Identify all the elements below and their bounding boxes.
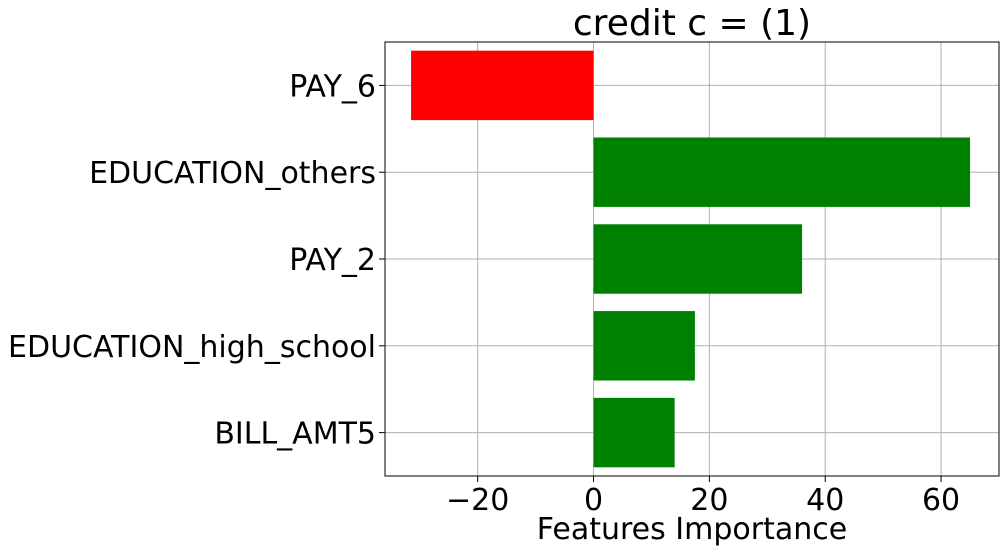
x-axis-label: Features Importance <box>537 512 847 547</box>
y-tick-label: EDUCATION_high_school <box>8 330 376 365</box>
bar-education-others <box>593 137 971 207</box>
bar-pay-6 <box>411 50 594 121</box>
y-tick-label: PAY_2 <box>289 243 376 278</box>
x-tick-label: 60 <box>922 483 960 518</box>
x-tick-label: 20 <box>690 483 728 518</box>
y-tick-label: EDUCATION_others <box>89 156 376 191</box>
x-ticks: −20 0 20 40 60 <box>446 476 960 518</box>
x-tick-label: 0 <box>584 483 603 518</box>
bar-pay-2 <box>593 224 803 294</box>
chart-title: credit c = (1) <box>573 3 811 44</box>
bar-bill-amt5 <box>593 397 675 468</box>
y-ticks: PAY_6 EDUCATION_others PAY_2 EDUCATION_high… <box>8 69 385 452</box>
bar-education-high-school <box>593 311 695 381</box>
y-tick-label: PAY_6 <box>289 69 376 104</box>
bars <box>411 50 971 468</box>
x-tick-label: 40 <box>806 483 844 518</box>
y-tick-label: BILL_AMT5 <box>214 417 376 452</box>
x-tick-label: −20 <box>446 483 509 518</box>
